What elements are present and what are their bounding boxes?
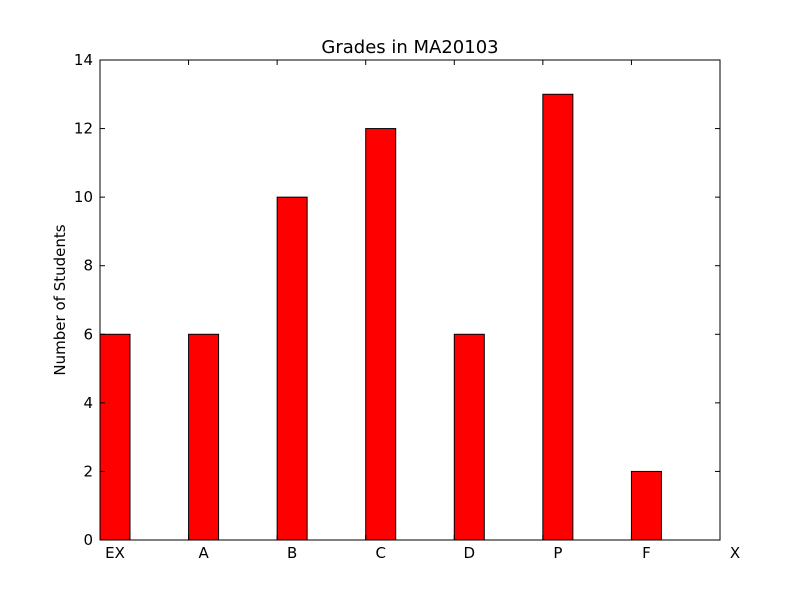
y-tick-label: 6 [83,325,93,343]
plot-frame [99,59,721,541]
x-tick-label: A [198,544,209,562]
y-tick-label: 2 [83,462,93,480]
bar-d [453,333,485,541]
x-tick-label: P [553,544,562,562]
bar-ex [99,333,131,541]
bar-p [542,93,574,541]
bar-b [276,196,308,541]
y-tick-label: 4 [83,394,93,412]
x-tick-label: F [642,544,651,562]
y-tick-label: 0 [83,531,93,549]
bar-f [630,470,662,541]
x-tick-label: D [464,544,476,562]
y-tick-label: 14 [74,51,93,69]
x-tick-label: C [375,544,385,562]
bar-c [365,128,397,541]
bar-a [188,333,220,541]
y-axis-label: Number of Students [51,224,69,375]
y-tick-label: 10 [74,188,93,206]
x-tick-label: EX [105,544,125,562]
chart-title: Grades in MA20103 [321,37,498,58]
x-tick-label: B [287,544,297,562]
y-tick-label: 8 [83,257,93,275]
ticks-group: EX A B C D P F X 0 2 4 6 8 10 12 14 [74,51,740,562]
y-tick-label: 12 [74,120,93,138]
x-tick-label: X [730,544,740,562]
bars-group [99,93,662,541]
